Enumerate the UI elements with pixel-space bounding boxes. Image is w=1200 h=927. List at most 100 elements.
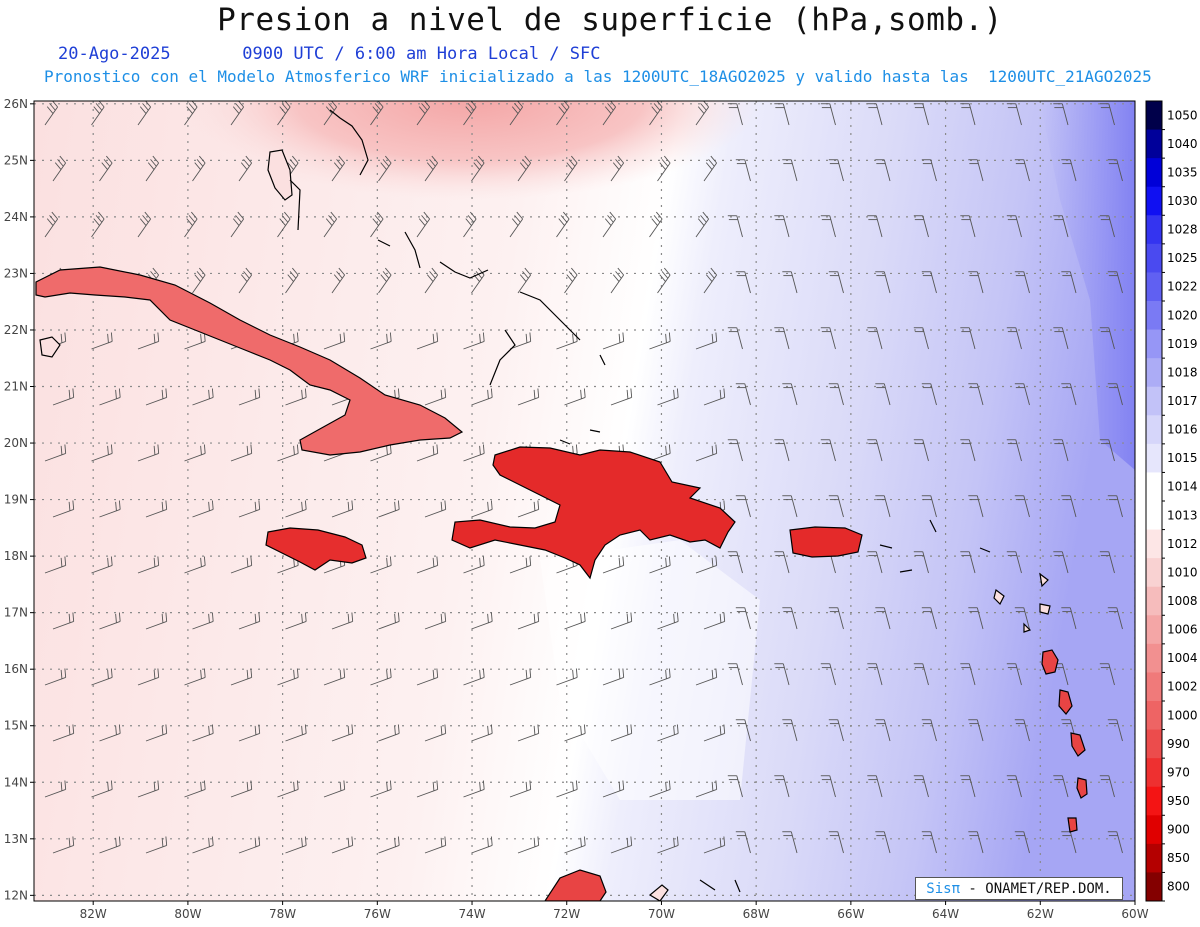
- dominica: [1058, 689, 1073, 715]
- wind-barb-feather: [668, 668, 671, 678]
- wind-barb-feather: [72, 388, 75, 398]
- wind-barb-feather: [575, 668, 578, 678]
- wind-barb-feather: [665, 445, 667, 455]
- wind-barb-feather: [107, 445, 109, 455]
- wind-barb-feather: [291, 155, 299, 164]
- wind-barb-feather: [661, 159, 669, 167]
- wind-barb-feather: [235, 215, 242, 223]
- wind-barb-feather: [580, 837, 582, 847]
- wind-barb-feather: [281, 103, 289, 111]
- wind-barb-feather: [516, 211, 523, 220]
- wind-barb-feather: [533, 613, 536, 623]
- wind-barb-feather: [444, 724, 447, 734]
- wind-barb-feather: [258, 836, 261, 846]
- colorbar-label: 1016: [1167, 423, 1198, 437]
- colorbar-swatch: [1146, 215, 1162, 245]
- wind-barb-feather: [347, 501, 350, 511]
- longitude-labels: 82W 80W 78W 76W 74W 72W 70W 68W 66W 64W 62W 60W: [80, 901, 1149, 921]
- lon-label: 72W: [553, 907, 580, 921]
- colorbar-label: 1014: [1167, 480, 1198, 494]
- wind-barb-feather: [663, 267, 671, 276]
- wind-barb-feather: [719, 613, 722, 623]
- wind-barb-feather: [374, 103, 382, 111]
- lat-label: 14N: [4, 775, 28, 789]
- wind-barb-feather: [351, 612, 354, 622]
- wind-barb-feather: [583, 724, 586, 734]
- wind-barb-feather: [697, 106, 705, 114]
- wind-barb-feather: [115, 725, 117, 735]
- wind-barb-feather: [487, 837, 489, 847]
- wind-barb-feather: [325, 106, 333, 114]
- wind-barb-feather: [604, 106, 612, 114]
- colorbar-swatch: [1146, 872, 1162, 902]
- lat-label: 22N: [4, 323, 28, 337]
- wind-barb-feather: [351, 836, 354, 846]
- lon-label: 68W: [743, 907, 770, 921]
- wind-barb-feather: [246, 669, 249, 679]
- colorbar-swatch: [1146, 643, 1162, 673]
- wind-barb-feather: [537, 500, 540, 510]
- wind-barb-feather: [560, 215, 568, 223]
- colorbar-label: 1017: [1167, 394, 1198, 408]
- wind-barb-feather: [68, 837, 71, 847]
- wind-barb-feather: [208, 837, 210, 847]
- wind-barb-feather: [568, 271, 576, 279]
- wind-barb-feather: [397, 724, 400, 734]
- wind-barb-feather: [479, 781, 481, 791]
- wind-barb-feather: [537, 724, 540, 734]
- wind-barb-feather: [139, 106, 147, 114]
- colorbar-label: 1022: [1167, 280, 1198, 294]
- wind-barb-feather: [118, 836, 121, 846]
- wind-barb-feather: [118, 500, 121, 510]
- wind-barb-feather: [289, 159, 297, 167]
- wind-barb-feather: [615, 159, 622, 167]
- wind-barb-feather: [203, 556, 206, 566]
- wind-barb-feather: [511, 106, 519, 114]
- wind-barb-feather: [72, 836, 75, 846]
- wind-barb-feather: [372, 218, 379, 226]
- wind-barb-feather: [161, 837, 164, 847]
- wind-barb-feather: [68, 725, 71, 735]
- wind-barb-feather: [246, 445, 249, 455]
- wind-barb-feather: [157, 332, 160, 342]
- wind-barb-feather: [394, 501, 396, 511]
- wind-barb-feather: [705, 274, 713, 282]
- wind-barb-feather: [157, 556, 160, 566]
- wind-barb-feather: [432, 333, 435, 343]
- wind-barb-feather: [246, 557, 249, 567]
- wind-barb-feather: [653, 215, 661, 223]
- wind-barb-feather: [103, 159, 111, 167]
- colorbar-swatch: [1146, 301, 1162, 331]
- wind-barb-feather: [467, 103, 475, 111]
- wind-barb-feather: [525, 781, 528, 791]
- wind-barb-feather: [432, 557, 435, 567]
- wind-barb-feather: [436, 332, 439, 342]
- wind-barb-feather: [161, 725, 164, 735]
- wind-barb-feather: [287, 274, 294, 282]
- wind-barb-feather: [347, 725, 350, 735]
- wind-barb-feather: [254, 501, 257, 511]
- wind-barb-feather: [487, 501, 489, 511]
- wind-barb-feather: [245, 267, 252, 276]
- wind-barb-feather: [258, 500, 261, 510]
- wind-barb-feather: [533, 837, 536, 847]
- wind-barb-feather: [490, 724, 493, 734]
- wind-barb-feather: [287, 162, 294, 170]
- wind-barb-feather: [482, 668, 485, 678]
- wind-barb-feather: [436, 444, 439, 454]
- colorbar-swatch: [1146, 358, 1162, 388]
- colorbar-swatch: [1146, 529, 1162, 559]
- wind-barb-feather: [301, 613, 303, 623]
- wind-barb-feather: [386, 557, 388, 567]
- colorbar-label: 1002: [1167, 680, 1198, 694]
- wind-barb-feather: [673, 725, 675, 735]
- wind-barb-feather: [258, 388, 261, 398]
- wind-barb-feather: [150, 271, 157, 279]
- lon-label: 78W: [269, 907, 296, 921]
- eastern-high-gradient: [1040, 101, 1135, 470]
- wind-barb-feather: [473, 162, 480, 170]
- wind-barb-feather: [351, 500, 354, 510]
- wind-barb-feather: [208, 501, 210, 511]
- wind-barb-feather: [208, 389, 210, 399]
